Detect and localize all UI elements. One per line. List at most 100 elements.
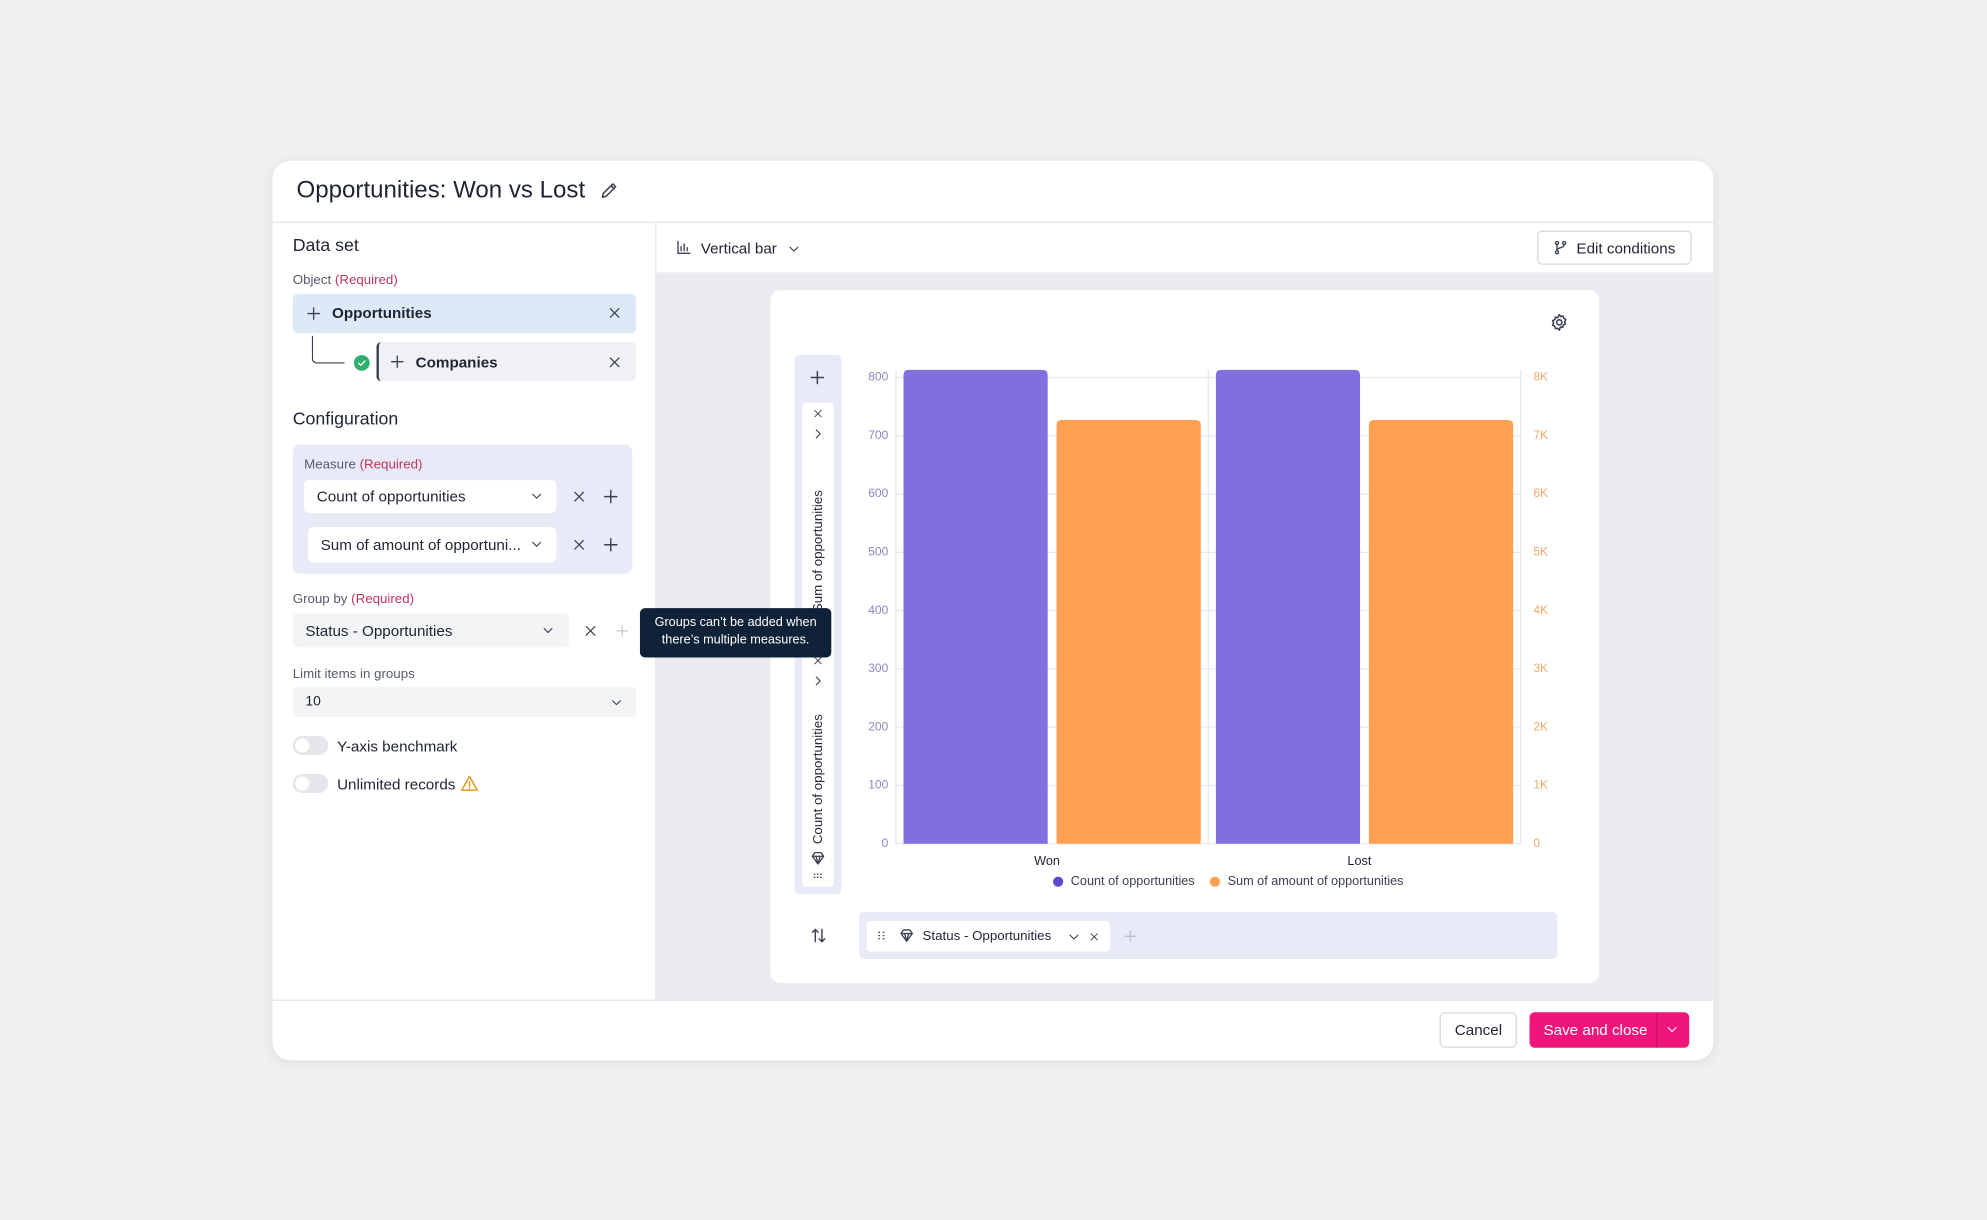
icon-graphic (543, 627, 553, 634)
joined-object-box[interactable] (376, 342, 637, 382)
dropdown-icon[interactable] (541, 623, 555, 637)
dropdown-icon[interactable] (530, 537, 544, 551)
y-tick-label: 100 (868, 778, 888, 792)
y2-tick-label: 1K (1533, 778, 1548, 792)
icon-graphic (1069, 934, 1079, 940)
add-axis-icon[interactable] (808, 369, 826, 387)
y2-tick-label: 4K (1533, 603, 1548, 617)
expand-icon[interactable] (811, 427, 825, 441)
add-group-icon (1123, 929, 1138, 944)
icon-graphic (815, 429, 821, 439)
edit-conditions-label: Edit conditions (1576, 239, 1676, 258)
remove-icon[interactable] (607, 355, 622, 370)
chart-layer: Sum of opportunities Count of opportunit… (810, 370, 1548, 888)
x-tick-label: Lost (1347, 854, 1371, 868)
remove-icon[interactable] (812, 408, 823, 419)
y-tick-label: 200 (868, 719, 888, 733)
y-tick-label: 300 (868, 661, 888, 675)
plus-icon[interactable] (389, 353, 405, 369)
joined-object-name: Companies (415, 353, 498, 372)
icon-graphic (612, 700, 621, 706)
drag-handle[interactable] (811, 873, 825, 883)
cancel-button[interactable] (1439, 1012, 1517, 1048)
toggle-label: Unlimited records (337, 775, 456, 794)
bar (903, 369, 1048, 844)
toggle[interactable] (292, 774, 329, 794)
icon-graphic (603, 537, 618, 552)
y2-axis-title: Sum of opportunities (810, 490, 825, 612)
label-text: Group by (292, 591, 348, 607)
save-button[interactable] (1529, 1012, 1690, 1048)
y-tick-label: 400 (868, 603, 888, 617)
y2-tick-label: 7K (1533, 428, 1548, 442)
legend-label: Count of opportunities (1071, 874, 1195, 888)
group-chip-label: Status - Opportunities (922, 928, 1052, 944)
icon-graphic (900, 929, 914, 942)
measure-value: Sum of amount of opportuni... (320, 535, 521, 554)
connector (311, 335, 345, 364)
chart-type-icon (675, 239, 691, 255)
group-by-select[interactable] (292, 613, 569, 648)
y-tick-label: 500 (868, 545, 888, 559)
measure-value: Count of opportunities (316, 487, 466, 506)
tooltip (639, 608, 832, 658)
save-label: Save and close (1543, 1021, 1648, 1039)
y2-tick-label: 6K (1533, 486, 1548, 500)
required-mark: (Required) (359, 457, 423, 473)
icon-graphic (814, 409, 822, 418)
dropdown-icon[interactable] (1067, 930, 1081, 944)
modal-title: Opportunities: Won vs Lost (296, 177, 586, 204)
y-tick-label: 0 (882, 836, 889, 850)
y2-tick-label: 0 (1533, 836, 1540, 850)
remove-icon[interactable] (572, 489, 587, 504)
y-tick-label: 700 (868, 428, 888, 442)
dropdown-icon[interactable] (787, 242, 801, 256)
label-text: Measure (304, 457, 356, 473)
bar (1056, 420, 1201, 844)
configuration-heading: Configuration (292, 407, 399, 429)
remove-icon[interactable] (1089, 931, 1100, 942)
add-icon[interactable] (602, 488, 620, 506)
toggle-knob (295, 738, 310, 753)
required-mark: (Required) (334, 272, 398, 288)
add-icon-disabled (615, 623, 630, 638)
edit-conditions-button[interactable] (1537, 230, 1692, 265)
expand-icon[interactable] (811, 674, 825, 688)
add-icon[interactable] (602, 536, 620, 554)
conditions-icon (1552, 239, 1568, 255)
y2-tick-label: 8K (1533, 370, 1548, 384)
footer-divider (272, 999, 1714, 1001)
icon-graphic (353, 355, 370, 371)
remove-icon[interactable] (607, 305, 622, 320)
swap-axes-icon[interactable] (810, 926, 828, 945)
group-by-value: Status - Opportunities (305, 622, 453, 640)
icon-graphic (390, 355, 404, 369)
measure-select[interactable] (307, 527, 557, 563)
icon-graphic (461, 775, 478, 791)
remove-icon[interactable] (572, 537, 587, 552)
settings-icon[interactable] (1550, 313, 1569, 332)
drag-handle[interactable] (877, 929, 887, 944)
icon-graphic (815, 676, 821, 686)
save-options-icon[interactable] (1665, 1022, 1679, 1036)
limit-label: Limit items in groups (292, 666, 415, 682)
dropdown-icon[interactable] (610, 696, 624, 710)
dropdown-icon[interactable] (530, 489, 544, 503)
save-divider (1656, 1012, 1658, 1048)
icon-graphic (1124, 930, 1137, 943)
group-chip[interactable] (866, 921, 1111, 952)
remove-icon[interactable] (583, 623, 598, 638)
edit-title-icon[interactable] (599, 181, 618, 200)
measure-select[interactable] (304, 480, 557, 514)
chart-type[interactable]: Vertical bar (700, 239, 777, 258)
toggle[interactable] (292, 736, 329, 756)
group-by-label: Group by (Required) (293, 589, 414, 609)
tooltip-text: Groups can’t be added when there’s multi… (654, 615, 817, 648)
limit-select[interactable] (292, 686, 637, 718)
legend-swatch (1053, 876, 1064, 887)
object-box[interactable] (292, 293, 637, 334)
plus-icon[interactable] (305, 305, 321, 321)
icon-graphic (585, 626, 596, 636)
remove-icon[interactable] (812, 655, 823, 666)
